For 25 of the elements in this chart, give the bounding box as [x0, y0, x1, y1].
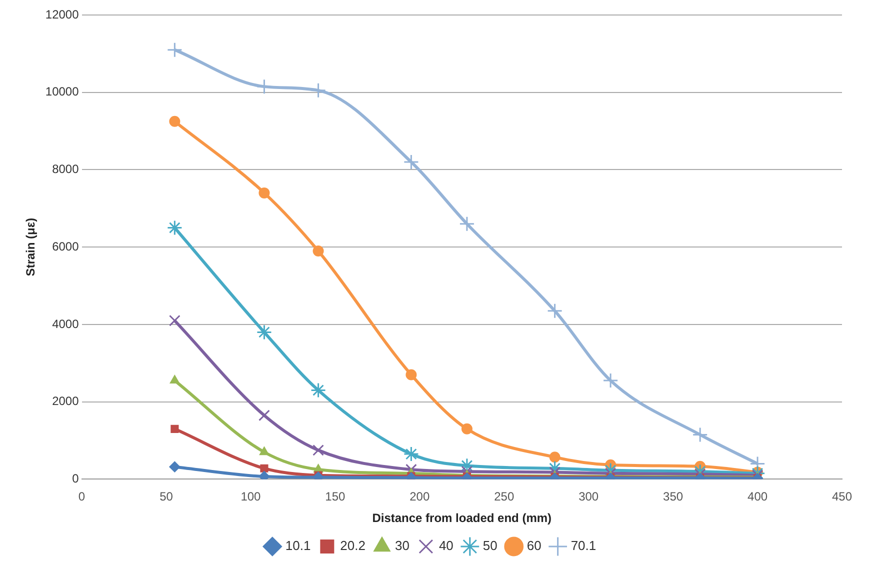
legend-label: 70.1: [570, 538, 596, 554]
legend-label: 20.2: [340, 538, 366, 554]
y-tick-label: 8000: [52, 162, 80, 176]
x-tick-label: 300: [578, 490, 599, 504]
x-tick-label: 350: [663, 490, 684, 504]
x-tick-label: 50: [160, 490, 174, 504]
x-tick-label: 200: [410, 490, 430, 504]
y-tick-label: 2000: [52, 394, 80, 408]
x-tick-label: 250: [494, 490, 514, 504]
y-tick-label: 10000: [45, 84, 80, 99]
y-tick-label: 12000: [45, 7, 80, 22]
x-tick-label: 400: [748, 490, 768, 504]
y-tick-label: 6000: [52, 239, 80, 254]
legend-label: 30: [394, 538, 410, 554]
y-tick-label: 4000: [52, 316, 80, 331]
y-tick-label: 0: [72, 472, 80, 486]
x-tick-label: 450: [832, 490, 852, 504]
x-tick-label: 100: [240, 490, 262, 504]
y-axis-title: Strain (με): [24, 218, 38, 276]
x-axis-title: Distance from loaded end (mm): [372, 511, 552, 526]
legend-label: 60: [526, 538, 542, 554]
x-tick-label: 150: [325, 490, 346, 504]
legend-label: 40: [438, 538, 454, 554]
legend-label: 50: [482, 538, 498, 554]
legend-label: 10.1: [285, 538, 311, 554]
